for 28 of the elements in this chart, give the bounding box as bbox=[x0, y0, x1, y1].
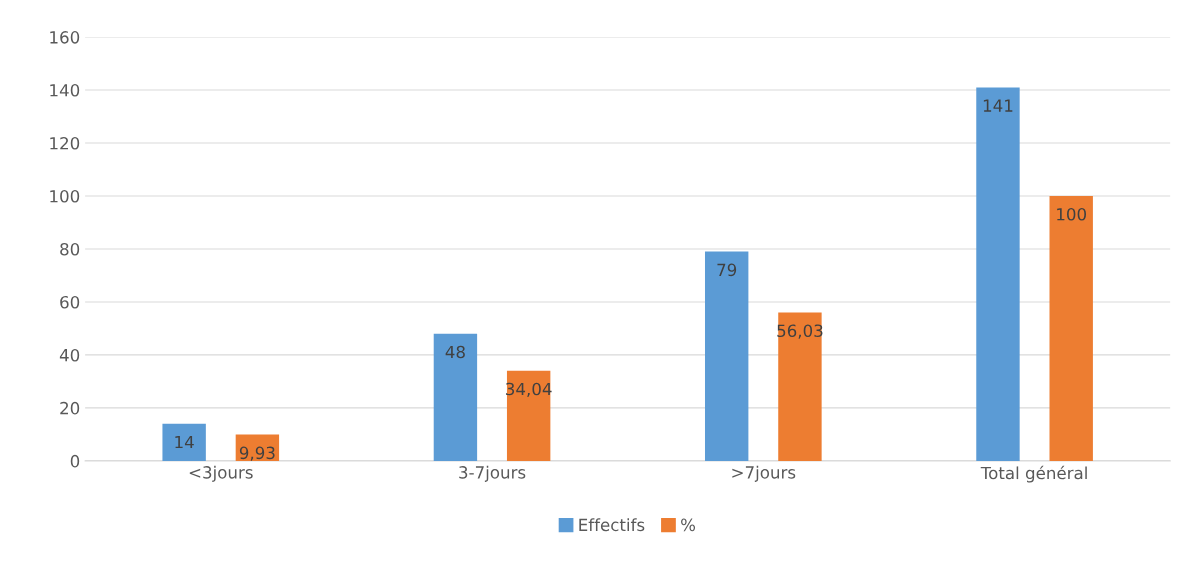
x-tick-label: >7jours bbox=[732, 465, 796, 482]
bar bbox=[506, 370, 551, 461]
y-tick-label: 40 bbox=[59, 348, 80, 362]
y-tick-label: 160 bbox=[50, 31, 80, 44]
data-label: 48 bbox=[445, 345, 465, 359]
data-label: 141 bbox=[983, 99, 1013, 112]
x-tick-label: 3-7jours bbox=[459, 465, 526, 482]
legend-label: Effectifs bbox=[579, 518, 645, 532]
bar bbox=[1049, 195, 1093, 461]
bar bbox=[778, 312, 822, 461]
legend-label: % bbox=[681, 518, 696, 532]
y-tick-label: 80 bbox=[60, 242, 80, 256]
x-tick-label: Total général bbox=[980, 465, 1087, 483]
bar bbox=[704, 251, 749, 461]
data-label: 100 bbox=[1057, 207, 1087, 221]
bar bbox=[162, 423, 206, 461]
x-tick-label: <3jours bbox=[189, 465, 253, 482]
data-label: 14 bbox=[175, 435, 194, 449]
y-tick-label: 20 bbox=[60, 401, 80, 415]
bar bbox=[433, 333, 478, 461]
data-label: 79 bbox=[717, 263, 737, 277]
y-tick-label: 120 bbox=[50, 136, 80, 150]
y-tick-label: 0 bbox=[70, 454, 80, 468]
y-tick-label: 100 bbox=[50, 189, 80, 203]
data-label: 9,93 bbox=[239, 446, 275, 461]
y-tick-label: 140 bbox=[50, 84, 80, 97]
bar bbox=[976, 87, 1020, 461]
y-tick-label: 60 bbox=[60, 295, 80, 309]
